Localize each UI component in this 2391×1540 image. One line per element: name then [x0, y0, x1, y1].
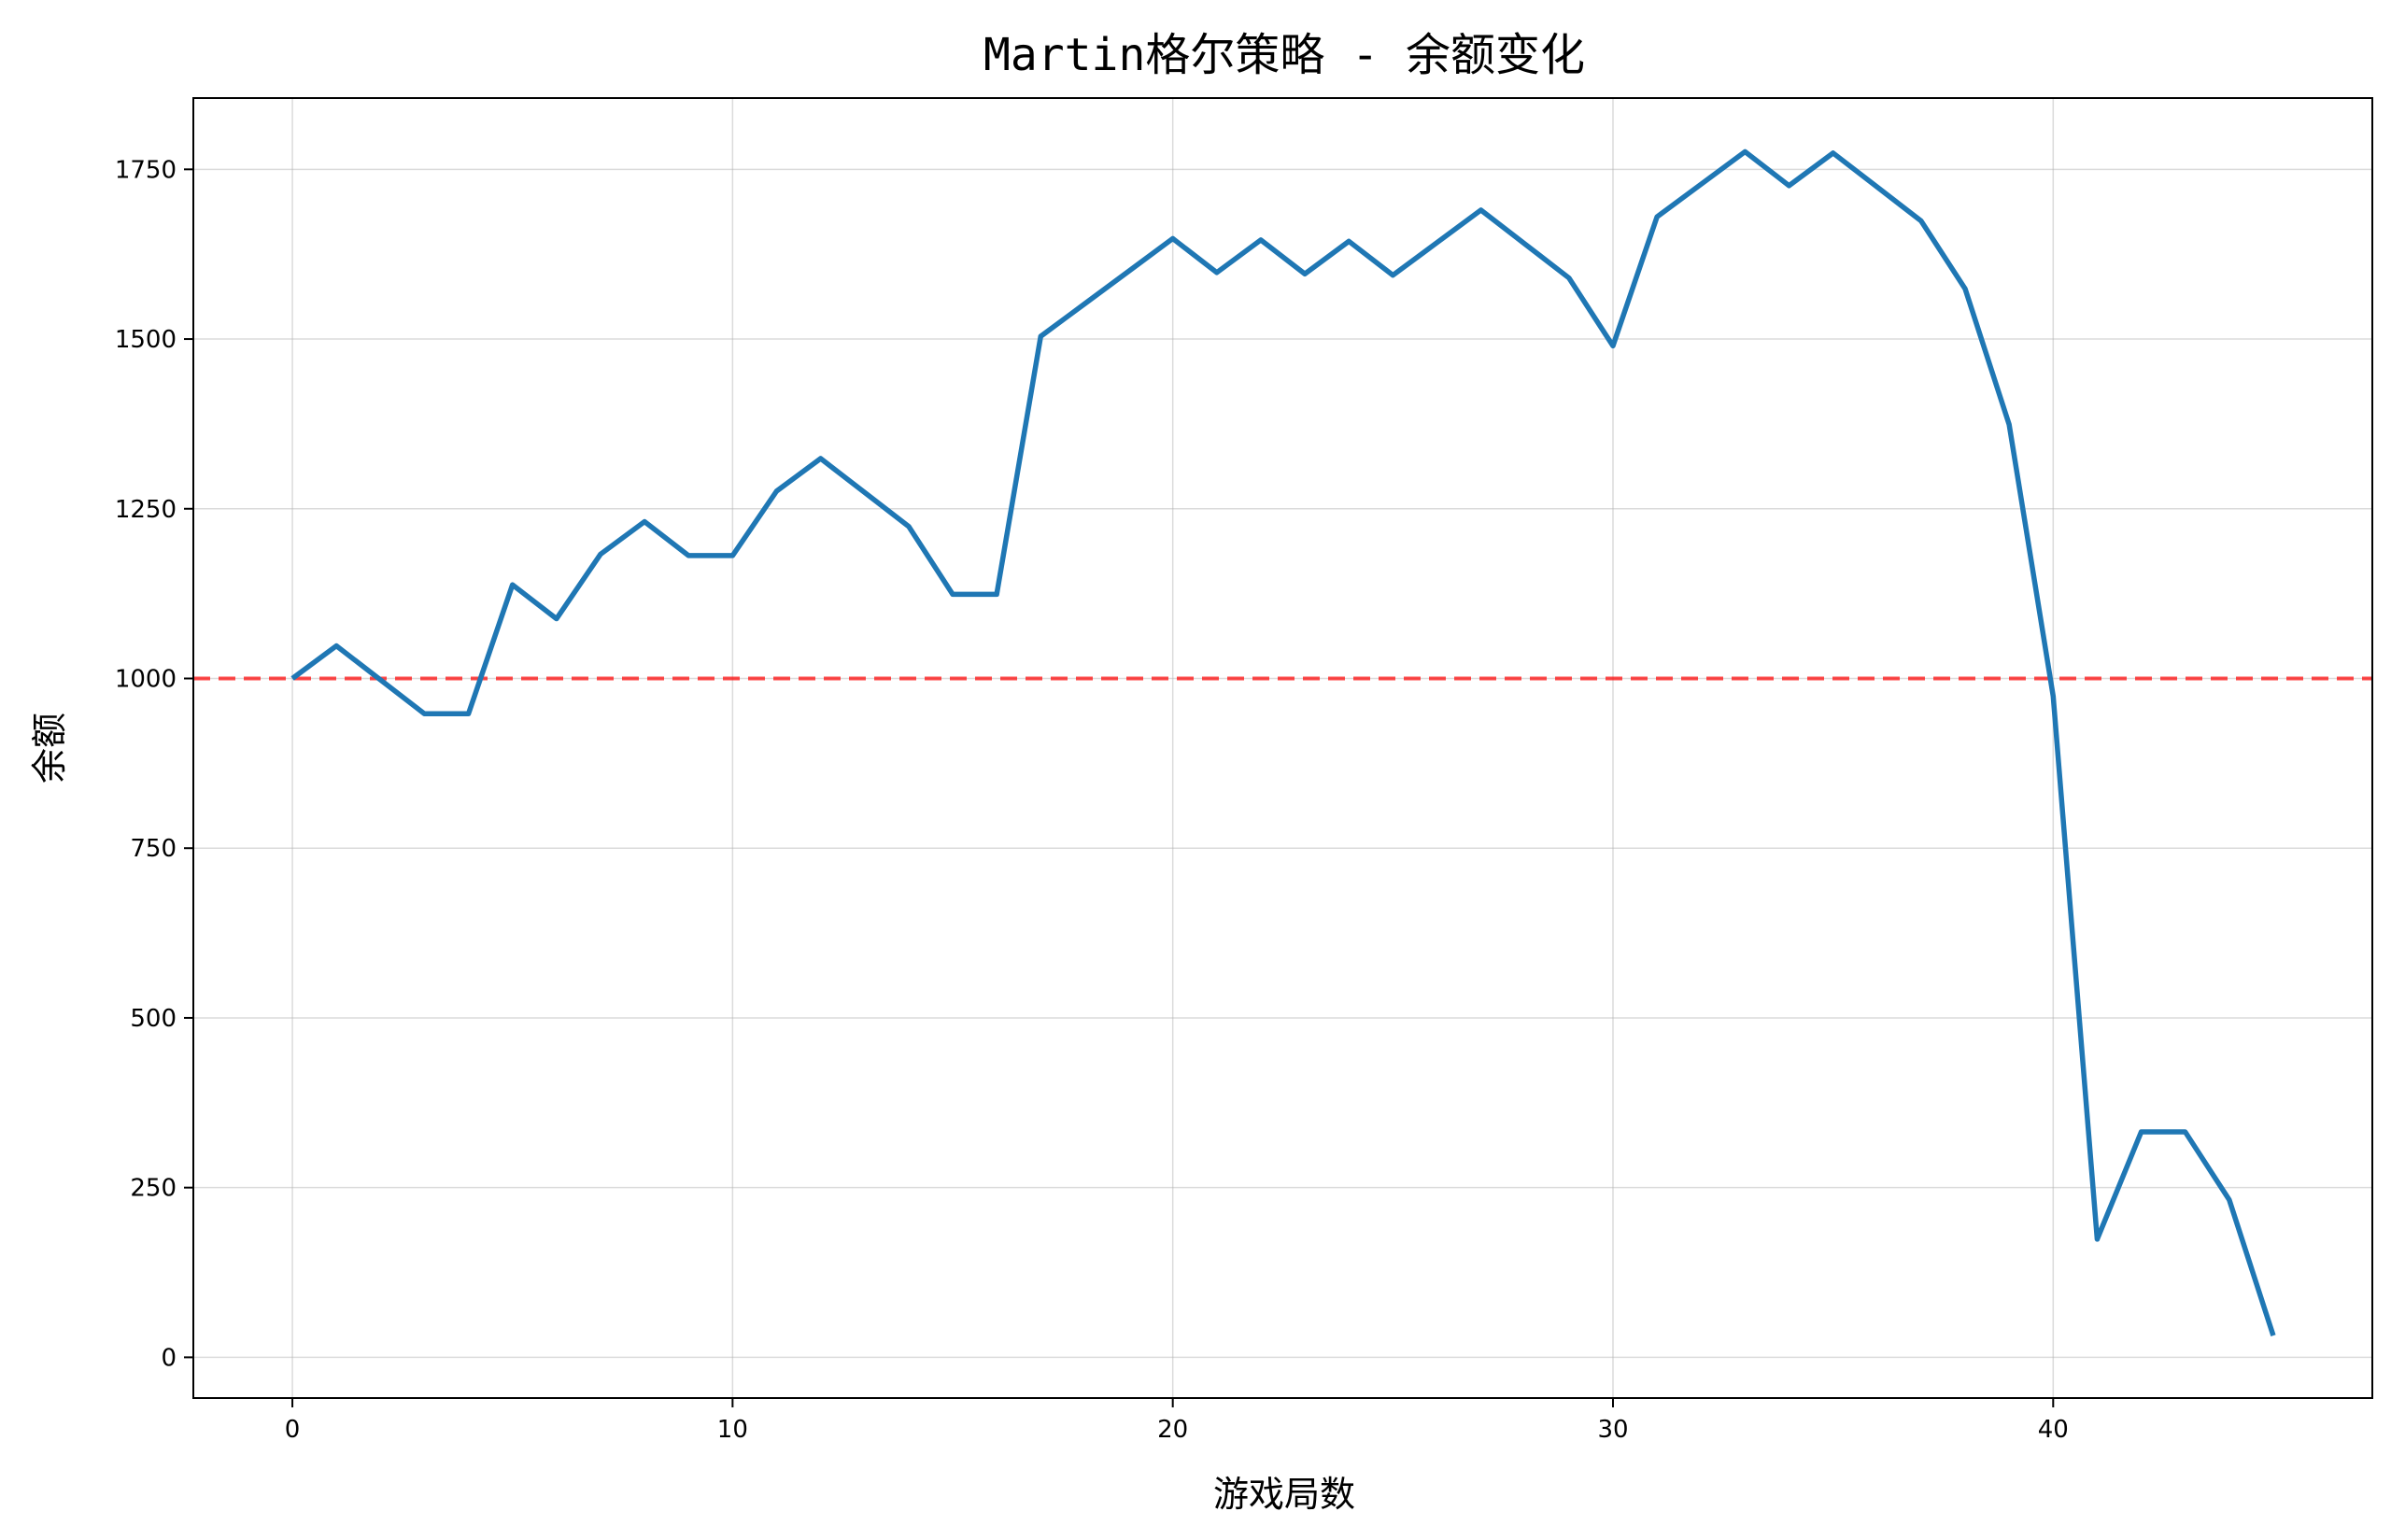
chart-title: Martin格尔策略 - 余额变化: [983, 29, 1585, 81]
y-tick-label: 1000: [115, 665, 177, 693]
y-axis-title: 余额: [29, 713, 70, 784]
balance-series-line: [290, 148, 2276, 1336]
y-axis: 0 250 500 750 1000 1250 1500 1750: [115, 156, 193, 1372]
y-tick-label: 0: [161, 1344, 177, 1372]
plot-frame: [192, 97, 2373, 1399]
x-tick-label: 10: [717, 1416, 748, 1444]
y-tick-label: 750: [130, 835, 177, 863]
x-tick-label: 0: [285, 1416, 301, 1444]
y-tick-label: 1250: [115, 496, 177, 524]
y-tick-label: 1750: [115, 156, 177, 184]
y-tick-label: 250: [130, 1175, 177, 1203]
series-layer: [290, 148, 2276, 1336]
x-axis-title: 游戏局数: [1213, 1474, 1355, 1515]
y-tick-label: 1500: [115, 326, 177, 354]
x-tick-label: 30: [1597, 1416, 1628, 1444]
x-tick-label: 20: [1157, 1416, 1188, 1444]
x-tick-label: 40: [2038, 1416, 2069, 1444]
x-axis: 0 10 20 30 40: [285, 1398, 2069, 1444]
y-tick-label: 500: [130, 1005, 177, 1033]
